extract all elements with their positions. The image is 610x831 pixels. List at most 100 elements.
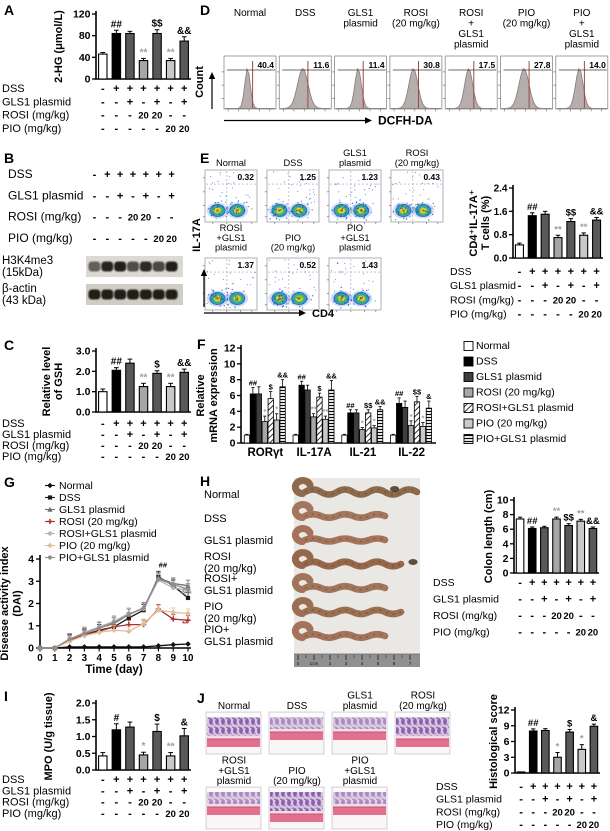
svg-text:6: 6 [393, 661, 396, 666]
svg-text:20: 20 [152, 111, 163, 122]
svg-text:+: + [566, 794, 572, 806]
svg-text:-: - [101, 123, 105, 135]
svg-text:+: + [104, 169, 110, 181]
colon-cecum [291, 549, 314, 569]
svg-text:-: - [582, 294, 586, 306]
svg-text:-: - [101, 83, 105, 95]
bar [528, 730, 538, 774]
svg-text:Time (day): Time (day) [85, 664, 142, 676]
bar [125, 362, 135, 413]
svg-text:Normal: Normal [476, 340, 510, 352]
svg-text:-: - [105, 233, 109, 245]
svg-text:20: 20 [141, 213, 152, 224]
svg-text:-: - [169, 797, 173, 809]
svg-text:-: - [128, 123, 132, 135]
svg-text:+: + [181, 429, 187, 441]
panel-b-western-blot: DSS - + + + + + +GLS1 plasmid - - + - + - +ROSI (mg/kg… [2, 167, 183, 307]
panel-f-label: F [197, 336, 206, 352]
svg-text:-: - [580, 806, 584, 818]
bar [98, 755, 108, 771]
svg-text:*: * [361, 419, 364, 428]
svg-text:+: + [529, 577, 535, 589]
bar [292, 434, 299, 444]
svg-text:-: - [530, 309, 534, 321]
bar [165, 60, 176, 80]
bar [353, 412, 360, 444]
svg-text:10: 10 [183, 653, 194, 664]
svg-text:120: 120 [73, 9, 91, 21]
bar [541, 729, 550, 774]
colon-cecum [291, 597, 314, 617]
svg-text:-: - [101, 429, 105, 441]
svg-text:-: - [115, 429, 119, 441]
treatment-table: DSS - + + + + + +GLS1 plasmid - - + - + - +ROSI (mg/kg… [2, 83, 190, 135]
svg-text:-: - [131, 233, 135, 245]
svg-text:-: - [169, 429, 173, 441]
svg-text:+: + [181, 96, 187, 108]
svg-text:-: - [155, 808, 159, 820]
svg-text:$$: $$ [413, 387, 422, 396]
svg-text:+: + [117, 169, 123, 181]
svg-text:PIO: PIO [288, 766, 305, 777]
svg-text:20: 20 [566, 295, 577, 306]
svg-text:20: 20 [564, 807, 575, 818]
svg-text:**: ** [140, 372, 148, 383]
colon [301, 535, 389, 545]
svg-text:+: + [130, 169, 136, 181]
svg-text:0: 0 [297, 661, 300, 666]
svg-text:Histological score: Histological score [488, 694, 500, 789]
svg-text:ROSI (mg/kg): ROSI (mg/kg) [436, 806, 500, 818]
svg-text:-: - [115, 808, 119, 820]
svg-text:PIO: PIO [518, 8, 535, 19]
svg-text:3: 3 [345, 661, 348, 666]
bar [589, 725, 599, 774]
svg-text:plasmid: plasmid [343, 701, 377, 712]
blot-band [152, 289, 165, 300]
svg-text:-: - [556, 280, 560, 292]
bar [179, 40, 189, 80]
svg-text:0: 0 [28, 643, 34, 655]
svg-text:80: 80 [79, 30, 91, 42]
svg-text:+: + [155, 169, 161, 181]
treatment-table: DSS - + + + + + +GLS1 plasmid - - + - + - +ROSI (mg/kg… [436, 781, 599, 831]
bar [298, 384, 305, 444]
svg-text:20: 20 [578, 310, 589, 321]
bar [413, 401, 421, 444]
panel-g-label: G [4, 474, 15, 490]
svg-text:**: ** [554, 224, 562, 235]
bar [152, 730, 162, 771]
svg-text:2: 2 [67, 653, 73, 664]
bar [347, 412, 354, 444]
svg-text:PIO+: PIO+ [204, 624, 229, 636]
svg-text:ROSI: ROSI [204, 551, 231, 563]
svg-text:ROSI (20 mg/kg): ROSI (20 mg/kg) [59, 516, 138, 528]
svg-text:ROSI+: ROSI+ [204, 573, 237, 585]
svg-text:+: + [168, 169, 174, 181]
bar [527, 215, 537, 259]
svg-text:+: + [113, 83, 119, 95]
svg-text:-: - [530, 627, 534, 639]
svg-text:8: 8 [503, 509, 509, 521]
svg-text:+: + [579, 781, 585, 793]
blot-band [152, 261, 165, 272]
svg-text:DSS: DSS [287, 701, 308, 712]
svg-text:PIO (mg/kg): PIO (mg/kg) [433, 627, 490, 639]
svg-text:ROSI: ROSI [406, 148, 429, 158]
svg-text:&&: && [590, 206, 604, 217]
bar [371, 427, 378, 444]
svg-text:0.5: 0.5 [76, 748, 91, 760]
svg-text:+: + [590, 577, 596, 589]
svg-text:20: 20 [165, 809, 176, 820]
legend-swatch [463, 403, 474, 413]
svg-text:+: + [565, 594, 571, 606]
svg-text:DSS: DSS [2, 774, 25, 786]
svg-text:-: - [518, 577, 522, 589]
colon [301, 630, 389, 642]
svg-text:+: + [154, 83, 160, 95]
svg-text:-: - [531, 794, 535, 806]
svg-text:$$: $$ [364, 401, 373, 410]
